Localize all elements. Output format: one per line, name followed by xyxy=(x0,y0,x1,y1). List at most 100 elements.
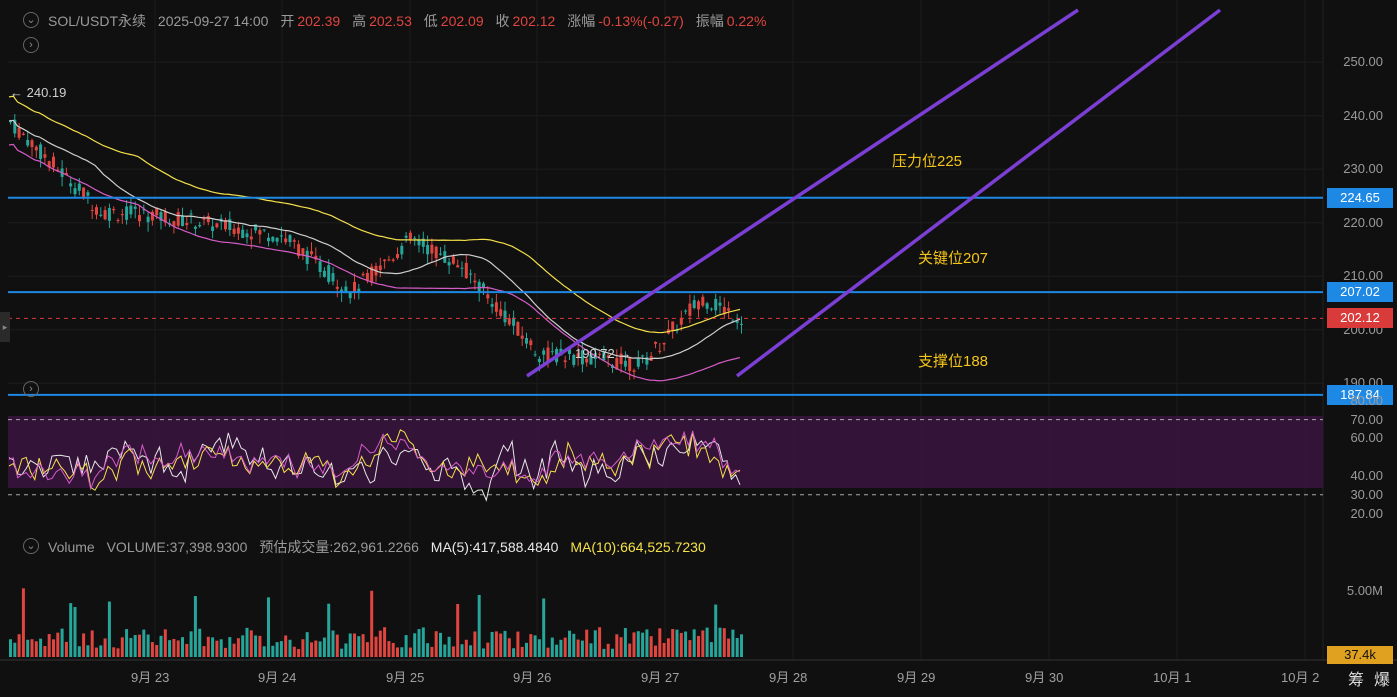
candle xyxy=(602,352,606,361)
candle xyxy=(447,262,451,266)
volume-bar xyxy=(585,629,589,657)
volume-bar xyxy=(133,635,137,657)
volume-bar xyxy=(292,646,296,657)
volume-bar xyxy=(718,627,722,657)
candle xyxy=(417,240,421,246)
volume-bar xyxy=(396,647,399,657)
candle xyxy=(189,213,193,215)
volume-bar xyxy=(632,632,636,657)
volume-bar xyxy=(692,629,696,657)
candle xyxy=(262,229,266,231)
amplitude-value: 0.22% xyxy=(726,13,767,29)
candle xyxy=(482,283,485,288)
volume-bar xyxy=(43,646,47,657)
candle xyxy=(709,308,713,310)
price-tick-label: 210.00 xyxy=(1343,268,1383,284)
change-value: -0.13%(-0.27) xyxy=(598,13,684,29)
datetime-label: 2025-09-27 14:00 xyxy=(157,13,269,29)
volume-bar xyxy=(477,594,481,657)
candle xyxy=(185,223,189,225)
candle xyxy=(529,340,533,346)
candle xyxy=(9,120,12,123)
volume-bar xyxy=(138,634,141,657)
candle xyxy=(391,259,395,261)
rsi-tick-label: 60.00 xyxy=(1350,430,1383,446)
candle xyxy=(365,273,369,281)
collapse-toggle-icon[interactable]: ⌄ xyxy=(23,12,39,28)
volume-bar xyxy=(447,636,451,657)
volume-bar xyxy=(705,627,709,657)
price-tick-label: 220.00 xyxy=(1343,214,1383,230)
volume-bar xyxy=(288,639,292,657)
resistance-annotation[interactable]: 压力位225 xyxy=(892,153,963,170)
volume-bar xyxy=(499,633,503,657)
volume-bar xyxy=(279,641,283,657)
candle xyxy=(17,127,21,138)
volume-bar xyxy=(546,647,550,657)
candle xyxy=(112,208,116,211)
channel-line-upper xyxy=(526,8,1079,378)
open-value: 202.39 xyxy=(297,13,341,29)
volume-bar xyxy=(314,640,318,657)
side-panel-toggle-icon[interactable]: ▸ xyxy=(0,312,10,342)
volume-bar xyxy=(675,629,679,657)
volume-bar xyxy=(413,633,417,657)
volume-bar xyxy=(39,638,43,657)
volume-bar xyxy=(550,637,554,657)
candle xyxy=(503,310,507,323)
candle xyxy=(13,119,17,134)
rsi-line xyxy=(8,429,741,491)
volume-collapse-icon[interactable]: ⌄ xyxy=(23,538,39,554)
chip-button[interactable]: 筹 xyxy=(1348,672,1365,689)
candle xyxy=(568,348,571,355)
volume-bar xyxy=(211,637,215,657)
candle xyxy=(434,246,438,259)
volume-bar xyxy=(503,630,507,657)
volume-bar xyxy=(426,643,430,657)
candle xyxy=(662,342,666,345)
high-value: 202.53 xyxy=(369,13,412,29)
time-tick-label: 9月 28 xyxy=(769,670,808,685)
ohlc-header: SOL/USDT永续 2025-09-27 14:00 开 202.39 高 202… xyxy=(48,11,774,31)
volume-bar xyxy=(77,646,81,657)
candle xyxy=(361,273,365,276)
volume-bar xyxy=(125,629,129,657)
price-tag[interactable]: 224.65 xyxy=(1327,187,1393,208)
candle xyxy=(344,286,348,293)
volume-bar xyxy=(34,641,38,657)
key-level-annotation[interactable]: 关键位207 xyxy=(918,250,989,267)
candle xyxy=(525,338,528,344)
price-tag[interactable]: 207.02 xyxy=(1327,282,1393,303)
candle xyxy=(77,183,81,191)
liquidation-button[interactable]: 爆 xyxy=(1374,672,1391,689)
volume-bar xyxy=(331,630,335,657)
candle xyxy=(490,304,494,307)
candle xyxy=(533,354,537,356)
volume-bar xyxy=(740,634,743,657)
volume-bar xyxy=(731,629,735,657)
rsi-expand-icon[interactable]: › xyxy=(23,381,39,397)
time-tick-label: 9月 30 xyxy=(1025,670,1064,685)
volume-bar xyxy=(297,648,301,657)
price-tag[interactable]: 202.12 xyxy=(1327,308,1393,329)
candle xyxy=(585,358,589,363)
candle xyxy=(383,259,387,262)
candle xyxy=(348,291,352,299)
expand-indicators-icon[interactable]: › xyxy=(23,37,39,53)
volume-bar xyxy=(722,628,726,657)
candle xyxy=(615,357,619,370)
candle xyxy=(520,335,524,339)
support-annotation[interactable]: 支撑位188 xyxy=(918,353,989,370)
volume-header: Volume VOLUME:37,398.9300 预估成交量:262,961.… xyxy=(48,537,706,557)
candle xyxy=(327,265,331,282)
candle xyxy=(150,211,154,221)
candle xyxy=(654,341,657,344)
candle xyxy=(507,318,511,325)
candle xyxy=(107,208,111,221)
candle xyxy=(486,294,490,299)
price-tag[interactable]: 187.84 xyxy=(1327,384,1393,405)
candle xyxy=(43,154,47,158)
candle xyxy=(176,212,180,226)
candle xyxy=(288,235,292,243)
